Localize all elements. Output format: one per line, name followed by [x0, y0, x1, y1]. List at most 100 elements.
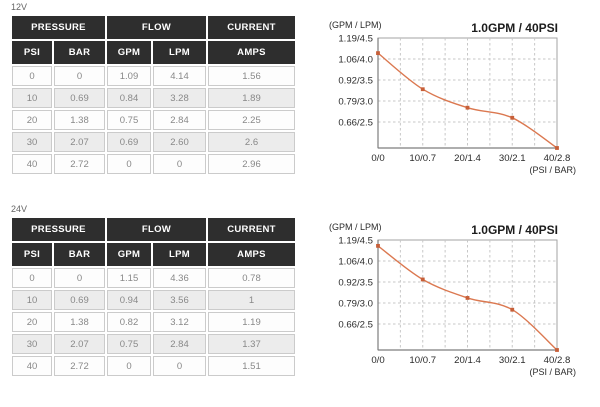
y-tick-label: 0.66/2.5	[338, 117, 373, 128]
table-cell: 0	[54, 268, 105, 288]
table-section-24v: 24V PRESSURE FLOW CURRENT PSI BAR GPM LPM AMPS 0…	[10, 203, 302, 378]
table-cell: 0	[12, 268, 52, 288]
data-point-marker	[510, 307, 515, 312]
table-cell: 1.51	[208, 356, 295, 376]
table-cell: 40	[12, 154, 52, 174]
table-cell: 0	[153, 154, 206, 174]
data-point-marker	[465, 296, 470, 300]
table-cell: 0.94	[107, 290, 151, 310]
table-cell: 1.56	[208, 66, 295, 86]
table-cell: 0.69	[107, 132, 151, 152]
table-cell: 0	[107, 154, 151, 174]
table-cell: 2.60	[153, 132, 206, 152]
table-cell: 10	[12, 290, 52, 310]
table-cell: 2.6	[208, 132, 295, 152]
table-row: 0 0 1.15 4.36 0.78	[12, 268, 295, 288]
data-point-marker	[376, 243, 380, 248]
data-point-marker	[465, 105, 470, 110]
x-tick-label: 30/2.1	[499, 355, 526, 366]
y-tick-label: 0.79/3.0	[338, 96, 373, 107]
table-cell: 1.09	[107, 66, 151, 86]
table-cell: 20	[12, 110, 52, 130]
table-row: 0 0 1.09 4.14 1.56	[12, 66, 295, 86]
voltage-label-12v: 12V	[11, 2, 28, 12]
column-header-lpm: LPM	[153, 243, 206, 266]
table-cell: 0.69	[54, 88, 105, 108]
x-tick-label: 0/0	[371, 153, 384, 164]
column-header-psi: PSI	[12, 243, 52, 266]
y-axis-unit-label: (GPM / LPM)	[329, 20, 382, 30]
table-cell: 0	[153, 356, 206, 376]
table-cell: 0	[54, 66, 105, 86]
table-cell: 1.19	[208, 312, 295, 332]
column-header-lpm: LPM	[153, 41, 206, 64]
x-tick-label: 10/0.7	[409, 355, 436, 366]
column-group-flow: FLOW	[107, 16, 206, 39]
column-group-pressure: PRESSURE	[12, 16, 105, 39]
column-header-gpm: GPM	[107, 41, 151, 64]
data-point-marker	[376, 51, 380, 56]
y-tick-label: 0.92/3.5	[338, 75, 373, 86]
table-cell: 2.72	[54, 356, 105, 376]
table-cell: 20	[12, 312, 52, 332]
table-subheader-row: PSI BAR GPM LPM AMPS	[12, 243, 295, 266]
table-cell: 1.38	[54, 110, 105, 130]
table-row: 10 0.69 0.84 3.28 1.89	[12, 88, 295, 108]
table-cell: 0.78	[208, 268, 295, 288]
y-axis-unit-label: (GPM / LPM)	[329, 222, 382, 232]
spec-table-24v: PRESSURE FLOW CURRENT PSI BAR GPM LPM AMPS 0 0 1.1…	[10, 216, 297, 378]
table-subheader-row: PSI BAR GPM LPM AMPS	[12, 41, 295, 64]
x-tick-label: 20/1.4	[454, 153, 481, 164]
x-tick-label: 30/2.1	[499, 153, 526, 164]
column-group-pressure: PRESSURE	[12, 218, 105, 241]
table-cell: 3.12	[153, 312, 206, 332]
spec-table-12v: PRESSURE FLOW CURRENT PSI BAR GPM LPM AMPS 0 0 1.0…	[10, 14, 297, 176]
y-tick-label: 0.92/3.5	[338, 277, 373, 288]
flow-chart-svg: 1.19/4.5 1.06/4.0 0.92/3.5 0.79/3.0 0.66/2.5…	[329, 222, 576, 377]
x-tick-label: 40/2.8	[544, 355, 571, 366]
table-cell: 2.72	[54, 154, 105, 174]
data-point-marker	[510, 115, 515, 120]
column-header-psi: PSI	[12, 41, 52, 64]
chart-title: 1.0GPM / 40PSI	[471, 223, 558, 237]
data-point-marker	[420, 277, 425, 282]
column-header-bar: BAR	[54, 243, 105, 266]
column-group-current: CURRENT	[208, 16, 295, 39]
table-cell: 2.07	[54, 132, 105, 152]
table-section-12v: 12V PRESSURE FLOW CURRENT PSI BAR GPM LPM AMPS 0…	[10, 1, 302, 176]
table-group-header-row: PRESSURE FLOW CURRENT	[12, 218, 295, 241]
flow-chart-12v: 1.19/4.5 1.06/4.0 0.92/3.5 0.79/3.0 0.66/2.5…	[316, 8, 600, 200]
table-cell: 0	[107, 356, 151, 376]
table-cell: 0.84	[107, 88, 151, 108]
data-point-marker	[420, 87, 425, 92]
x-tick-label: 20/1.4	[454, 355, 481, 366]
y-tick-label: 1.19/4.5	[338, 34, 373, 45]
table-group-header-row: PRESSURE FLOW CURRENT	[12, 16, 295, 39]
y-tick-label: 0.79/3.0	[338, 298, 373, 309]
table-cell: 1.15	[107, 268, 151, 288]
table-cell: 2.84	[153, 110, 206, 130]
table-cell: 1	[208, 290, 295, 310]
table-cell: 0.82	[107, 312, 151, 332]
table-cell: 2.84	[153, 334, 206, 354]
table-cell: 2.07	[54, 334, 105, 354]
table-cell: 4.36	[153, 268, 206, 288]
x-tick-label: 10/0.7	[409, 153, 436, 164]
table-cell: 30	[12, 334, 52, 354]
column-header-amps: AMPS	[208, 243, 295, 266]
column-header-bar: BAR	[54, 41, 105, 64]
column-group-current: CURRENT	[208, 218, 295, 241]
data-point-marker	[555, 348, 559, 352]
flow-chart-24v: 1.19/4.5 1.06/4.0 0.92/3.5 0.79/3.0 0.66/2.5…	[316, 210, 600, 402]
column-header-gpm: GPM	[107, 243, 151, 266]
table-cell: 40	[12, 356, 52, 376]
column-group-flow: FLOW	[107, 218, 206, 241]
x-axis-unit-label: (PSI / BAR)	[529, 165, 576, 175]
table-row: 20 1.38 0.75 2.84 2.25	[12, 110, 295, 130]
table-cell: 10	[12, 88, 52, 108]
table-row: 40 2.72 0 0 2.96	[12, 154, 295, 174]
x-tick-label: 40/2.8	[544, 153, 571, 164]
y-tick-label: 1.06/4.0	[338, 256, 373, 267]
table-row: 30 2.07 0.69 2.60 2.6	[12, 132, 295, 152]
voltage-label-24v: 24V	[11, 204, 28, 214]
